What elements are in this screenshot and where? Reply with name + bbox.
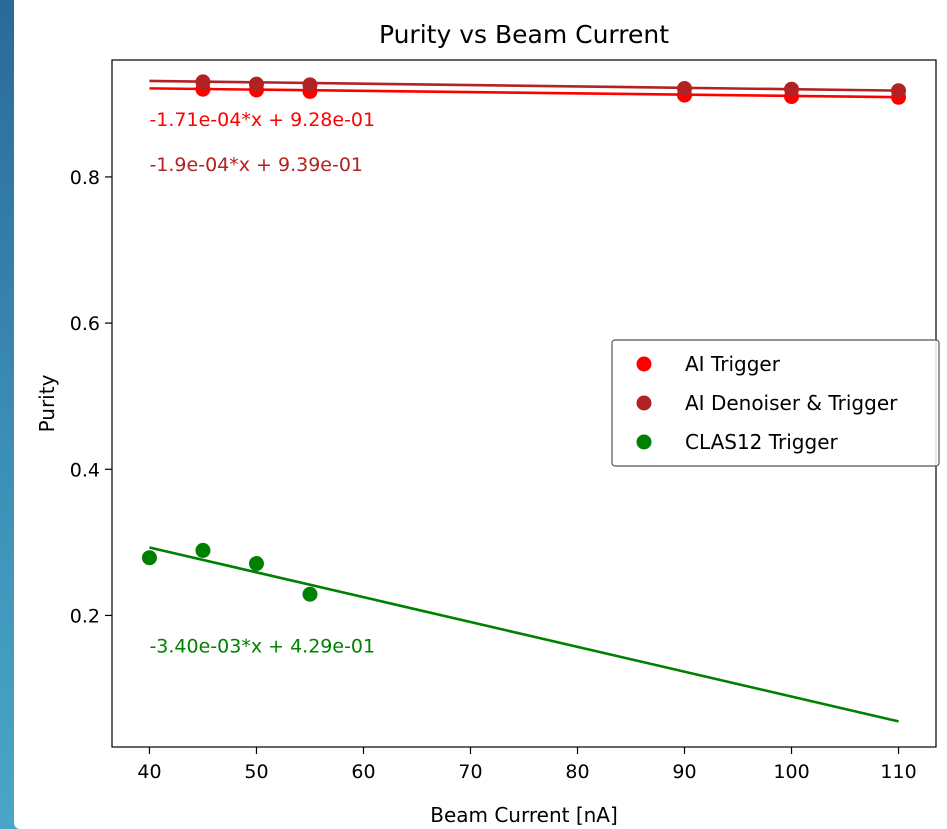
fit-line-series-1 bbox=[149, 79, 899, 92]
data-point-series-2 bbox=[248, 556, 264, 572]
chart-title: Purity vs Beam Current bbox=[379, 20, 669, 49]
legend-marker bbox=[636, 356, 652, 372]
x-tick-label: 110 bbox=[880, 761, 916, 783]
fit-equation-label: -1.9e-04*x + 9.39e-01 bbox=[149, 154, 363, 176]
legend-marker bbox=[636, 395, 652, 411]
data-point-series-1 bbox=[677, 81, 693, 97]
x-tick-label: 60 bbox=[351, 761, 375, 783]
fit-line-series-0 bbox=[149, 87, 899, 99]
legend-marker bbox=[636, 434, 652, 450]
purity-chart: Purity vs Beam Current 40 50 60 70 80 90 100 110… bbox=[35, 20, 940, 827]
data-point-series-1 bbox=[891, 83, 907, 99]
x-tick-label: 100 bbox=[773, 761, 809, 783]
figure: Purity vs Beam Current 40 50 60 70 80 90 100 110… bbox=[14, 0, 947, 829]
data-point-series-2 bbox=[141, 550, 157, 566]
legend-entry-label: AI Trigger bbox=[685, 352, 781, 376]
legend-entry-label: CLAS12 Trigger bbox=[685, 430, 839, 454]
fit-line-series-2 bbox=[149, 546, 899, 723]
legend-entry-label: AI Denoiser & Trigger bbox=[685, 391, 898, 415]
y-tick-label: 0.2 bbox=[70, 605, 100, 627]
data-point-series-1 bbox=[195, 74, 211, 90]
y-tick-label: 0.4 bbox=[70, 459, 100, 481]
x-tick-label: 40 bbox=[137, 761, 161, 783]
data-point-series-1 bbox=[248, 76, 264, 92]
x-tick-label: 50 bbox=[244, 761, 268, 783]
y-tick-label: 0.8 bbox=[70, 167, 100, 189]
fit-equation-label: -3.40e-03*x + 4.29e-01 bbox=[149, 636, 375, 658]
fit-equation-label: -1.71e-04*x + 9.28e-01 bbox=[149, 109, 375, 131]
x-tick-label: 70 bbox=[458, 761, 482, 783]
data-point-series-2 bbox=[195, 542, 211, 558]
data-point-series-2 bbox=[302, 586, 318, 602]
legend-box bbox=[611, 339, 940, 467]
y-tick-label: 0.6 bbox=[70, 313, 100, 335]
x-axis-label: Beam Current [nA] bbox=[430, 803, 618, 827]
x-tick-label: 90 bbox=[672, 761, 696, 783]
data-point-series-1 bbox=[302, 77, 318, 93]
data-point-series-1 bbox=[784, 81, 800, 97]
y-axis-label: Purity bbox=[35, 374, 59, 432]
x-tick-label: 80 bbox=[565, 761, 589, 783]
